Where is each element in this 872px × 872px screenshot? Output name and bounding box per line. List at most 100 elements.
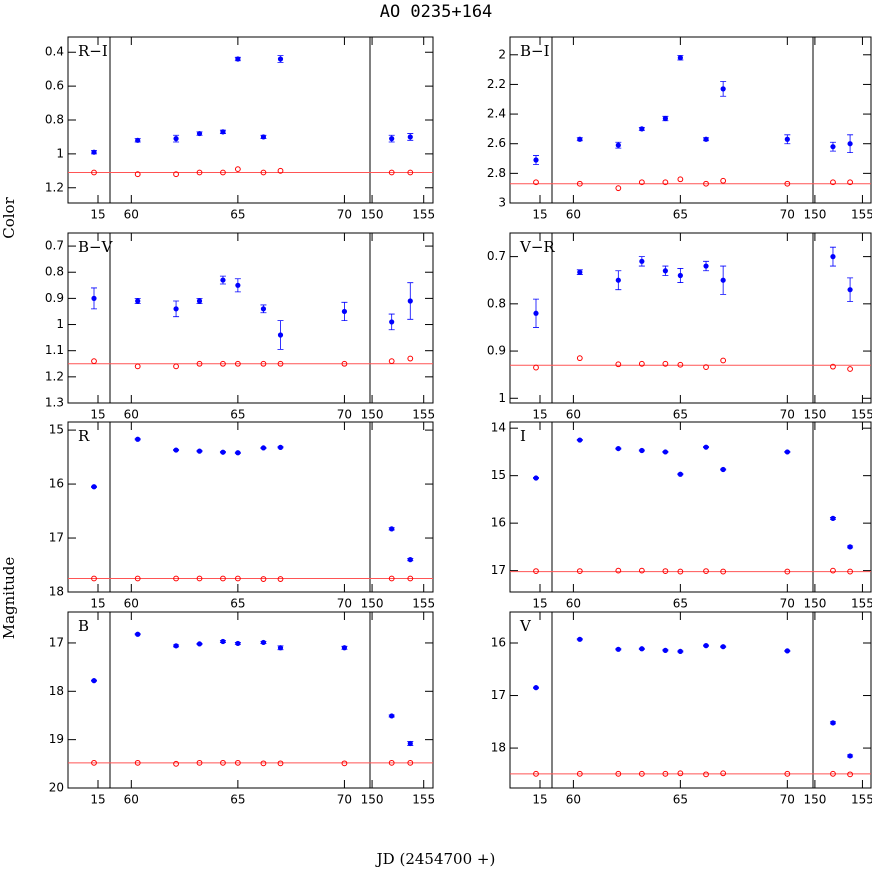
x-tick-label: 60 xyxy=(124,208,139,222)
y-tick-label: 2.6 xyxy=(487,136,506,150)
data-point xyxy=(847,366,853,372)
data-point xyxy=(220,638,226,645)
panel-label: V−R xyxy=(519,238,555,256)
data-point xyxy=(830,144,836,150)
data-point xyxy=(220,449,226,455)
data-point xyxy=(260,360,267,367)
data-point xyxy=(260,576,267,582)
x-tick-label: 155 xyxy=(851,408,872,422)
x-tick-label: 70 xyxy=(780,208,795,222)
y-tick-label: 20 xyxy=(49,781,64,795)
data-point xyxy=(91,169,97,176)
data-point xyxy=(533,157,539,163)
data-point xyxy=(388,575,395,582)
data-point xyxy=(830,363,836,370)
data-point xyxy=(662,179,669,186)
data-point xyxy=(847,771,853,778)
data-point xyxy=(638,567,645,574)
data-point xyxy=(576,568,583,575)
y-axis-label: Magnitude xyxy=(0,557,18,640)
data-point xyxy=(134,575,141,582)
y-tick-label: 0.9 xyxy=(45,291,64,305)
data-point xyxy=(784,180,791,187)
x-tick-label: 150 xyxy=(361,793,384,807)
data-point xyxy=(784,568,791,575)
data-point xyxy=(407,355,414,362)
x-tick-label: 150 xyxy=(361,208,384,222)
x-tick-label: 15 xyxy=(532,408,547,422)
data-point xyxy=(234,166,241,173)
x-tick-label: 65 xyxy=(673,408,688,422)
data-point xyxy=(703,263,709,269)
axis-frame xyxy=(812,36,872,204)
data-point xyxy=(577,269,583,275)
data-point xyxy=(720,86,726,92)
y-tick-label: 16 xyxy=(491,635,506,649)
data-point xyxy=(388,358,395,365)
data-point xyxy=(341,360,348,367)
y-tick-label: 0.8 xyxy=(487,296,506,310)
x-tick-label: 150 xyxy=(803,208,826,222)
axis-frame xyxy=(369,611,434,789)
data-point xyxy=(135,631,141,637)
data-point xyxy=(260,639,267,646)
data-point xyxy=(220,277,226,283)
data-point xyxy=(173,447,179,453)
panel-label: V xyxy=(519,617,532,635)
x-tick-label: 150 xyxy=(361,408,384,422)
data-point xyxy=(662,360,669,367)
axis-frame xyxy=(509,36,553,204)
axis-frame xyxy=(551,421,814,593)
data-point xyxy=(341,760,348,767)
y-tick-label: 0.9 xyxy=(487,344,506,358)
x-tick-label: 70 xyxy=(780,408,795,422)
data-point xyxy=(407,557,413,563)
axis-frame xyxy=(509,232,553,404)
data-point xyxy=(134,171,141,178)
data-point xyxy=(533,179,539,186)
x-tick-label: 65 xyxy=(673,597,688,611)
axis-frame xyxy=(109,232,371,404)
y-tick-label: 2.8 xyxy=(487,166,506,180)
panel-label: B xyxy=(78,617,89,635)
data-point xyxy=(615,567,622,574)
axis-frame xyxy=(369,232,434,404)
data-point xyxy=(135,298,141,304)
x-tick-label: 15 xyxy=(90,793,105,807)
x-tick-label: 155 xyxy=(412,208,435,222)
data-point xyxy=(277,760,284,767)
data-point xyxy=(407,759,414,766)
data-point xyxy=(277,56,284,62)
data-point xyxy=(173,363,179,370)
x-tick-label: 155 xyxy=(851,208,872,222)
data-point xyxy=(847,544,853,550)
x-tick-label: 65 xyxy=(673,208,688,222)
panel-label: B−I xyxy=(520,42,550,60)
data-point xyxy=(639,646,645,652)
data-point xyxy=(576,180,583,187)
x-tick-label: 60 xyxy=(124,597,139,611)
data-point xyxy=(784,770,791,777)
data-point xyxy=(577,136,583,142)
y-tick-label: 2 xyxy=(498,47,506,61)
data-point xyxy=(234,360,241,367)
data-point xyxy=(533,475,539,481)
data-point xyxy=(173,171,179,178)
x-tick-label: 60 xyxy=(124,793,139,807)
data-point xyxy=(677,361,684,368)
data-point xyxy=(677,471,683,477)
x-tick-label: 60 xyxy=(566,597,581,611)
y-tick-label: 0.8 xyxy=(45,113,64,127)
x-tick-label: 70 xyxy=(337,793,352,807)
data-point xyxy=(135,436,141,442)
data-point xyxy=(703,180,709,187)
data-point xyxy=(662,115,668,122)
data-point xyxy=(277,576,284,582)
y-tick-label: 1.1 xyxy=(45,343,64,357)
y-tick-label: 15 xyxy=(491,468,506,482)
data-point xyxy=(234,575,241,582)
data-point xyxy=(615,142,621,148)
data-point xyxy=(638,770,645,777)
y-tick-label: 1.3 xyxy=(45,396,64,410)
data-point xyxy=(260,169,267,176)
